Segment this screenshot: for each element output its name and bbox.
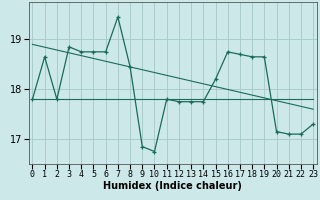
X-axis label: Humidex (Indice chaleur): Humidex (Indice chaleur) <box>103 181 242 191</box>
